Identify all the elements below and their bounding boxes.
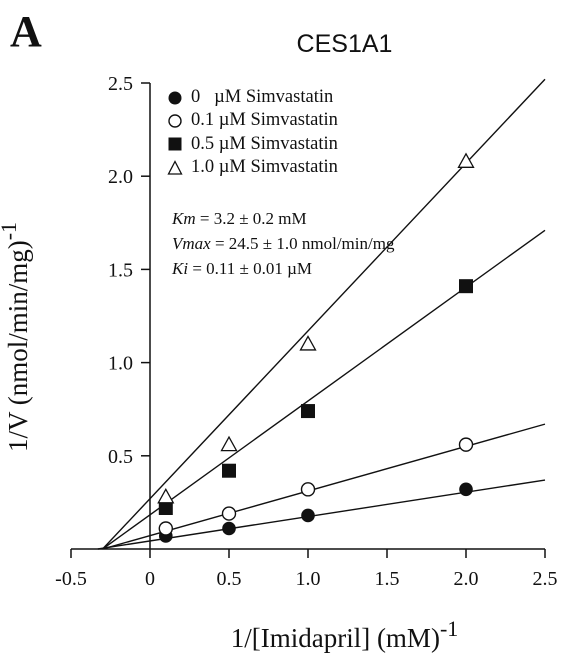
y-tick-label: 0.5: [108, 446, 133, 468]
x-tick-label: 0: [145, 568, 155, 590]
ki-annotation: Ki = 0.11 ± 0.01 µM: [172, 259, 313, 278]
data-point: [301, 404, 315, 419]
open-triangle-icon: [167, 159, 183, 175]
data-point: [222, 463, 236, 478]
legend-label: 0.1 µM Simvastatin: [191, 110, 338, 131]
x-tick-label: 2.5: [533, 568, 558, 590]
data-point: [299, 335, 317, 351]
x-tick-label: 1.5: [375, 568, 400, 590]
legend-label: 0 µM Simvastatin: [191, 87, 334, 107]
y-axis-label: 1/V (nmol/min/mg)-1: [0, 221, 33, 453]
legend-label: 1.0 µM Simvastatin: [191, 156, 338, 177]
x-axis-label: 1/[Imidapril] (mM)-1: [230, 616, 459, 653]
chart-title: CES1A1: [296, 30, 393, 58]
data-point: [459, 482, 473, 497]
x-tick-label: 2.0: [454, 568, 479, 590]
data-point: [300, 482, 316, 497]
y-tick-label: 1.0: [108, 353, 133, 375]
open-circle-icon: [168, 114, 182, 128]
data-point: [301, 508, 315, 523]
legend-label: 0.5 µM Simvastatin: [191, 133, 338, 154]
y-tick-label: 2.5: [108, 73, 133, 95]
data-point: [158, 500, 173, 515]
data-point: [158, 521, 174, 536]
data-point: [459, 279, 473, 294]
x-tick-label: 0.5: [217, 568, 242, 590]
panel-label: A: [10, 7, 42, 56]
fit-line: [102, 78, 546, 550]
data-point: [458, 437, 474, 452]
data-point: [221, 506, 237, 521]
filled-square-icon: [168, 137, 182, 151]
legend-item: 1.0 µM Simvastatin: [165, 156, 338, 179]
data-point: [157, 487, 175, 504]
legend-item: 0.5 µM Simvastatin: [165, 133, 338, 156]
km-annotation: Km = 3.2 ± 0.2 mM: [172, 209, 307, 228]
x-tick-label: 1.0: [296, 568, 321, 590]
data-point: [222, 521, 236, 536]
legend-item: 0 µM Simvastatin: [165, 86, 338, 109]
legend-item: 0.1 µM Simvastatin: [165, 109, 338, 132]
y-tick-label: 1.5: [108, 259, 133, 281]
data-point: [220, 435, 238, 452]
data-markers: [157, 152, 475, 543]
kinetic-parameters: Km = 3.2 ± 0.2 mM Vmax = 24.5 ± 1.0 nmol…: [172, 206, 394, 281]
chart-axes: -0.5 0 0.5 1.0 1.5 2.0 2.5 0.5 1.0 1.5 2.0 2.5: [55, 73, 557, 590]
vmax-annotation: Vmax = 24.5 ± 1.0 nmol/min/mg: [172, 234, 395, 253]
x-tick-label: -0.5: [55, 568, 87, 590]
y-tick-label: 2.0: [108, 166, 133, 188]
legend: 0 µM Simvastatin 0.1 µM Simvastatin 0.5 …: [165, 86, 338, 179]
filled-circle-icon: [168, 91, 182, 105]
data-point: [457, 152, 475, 168]
